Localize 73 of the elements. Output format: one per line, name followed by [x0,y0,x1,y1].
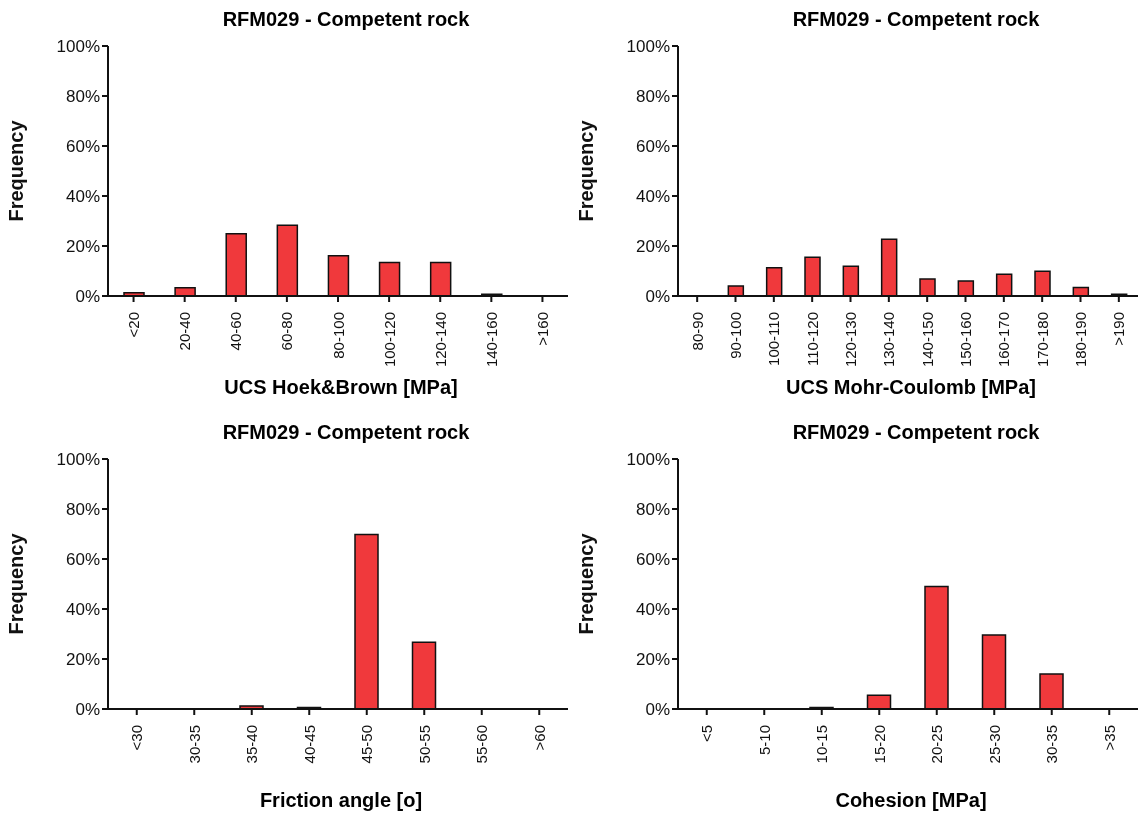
x-axis-title: UCS Hoek&Brown [MPa] [223,376,459,399]
x-tick-label: 170-180 [1033,312,1051,368]
x-tick-label: 110-120 [803,312,821,366]
x-tick-label: 30-35 [185,725,203,764]
x-tick-label: 60-80 [278,312,296,351]
y-tick-label: 20% [65,237,100,257]
x-tick-label: 35-40 [243,725,261,764]
y-tick-label: 60% [635,137,670,157]
x-tick-label: 15-20 [870,725,888,764]
x-tick-label: 180-190 [1072,312,1089,368]
y-tick-label: 0% [75,700,100,720]
y-tick-label: 80% [65,87,100,107]
y-tick-label: 40% [635,600,670,620]
x-tick-label: >160 [533,312,551,346]
x-tick-label: 140-150 [918,312,936,368]
y-tick-label: 0% [645,287,670,307]
y-axis-title: Frequency [575,532,598,635]
x-tick-label: >35 [1100,725,1118,751]
x-tick-label: 5-10 [755,725,773,756]
chart-title: RFM029 - Competent rock [221,421,471,445]
x-tick-label: <5 [698,725,716,743]
y-tick-label: 20% [65,650,100,670]
y-tick-label: 100% [56,450,100,470]
y-tick-label: 60% [65,550,100,570]
y-tick-label: 80% [635,500,670,520]
y-tick-label: 40% [65,600,100,620]
x-tick-label: 130-140 [880,312,898,368]
x-tick-label: 25-30 [985,725,1003,764]
x-tick-label: 50-55 [415,725,433,764]
y-axis-title: Frequency [5,532,28,635]
x-tick-label: 30-35 [1043,725,1061,764]
x-tick-label: 40-45 [300,725,318,764]
y-tick-label: 60% [635,550,670,570]
x-tick-label: 80-90 [688,312,706,351]
x-tick-label: 150-160 [957,312,974,368]
y-tick-label: 100% [626,450,670,470]
x-tick-label: <20 [125,312,143,338]
x-tick-label: 40-60 [227,312,245,351]
y-tick-label: 60% [65,137,100,157]
x-tick-label: 100-120 [380,312,398,368]
x-tick-label: 20-40 [176,312,194,351]
x-axis-title: UCS Mohr-Coulomb [MPa] [785,376,1037,399]
y-tick-label: 100% [56,37,100,57]
x-tick-label: >60 [530,725,548,751]
x-tick-label: 55-60 [473,725,491,764]
y-axis-title: Frequency [575,119,598,222]
x-tick-label: >190 [1110,312,1128,346]
y-tick-label: 0% [645,700,670,720]
x-tick-label: 120-140 [431,312,449,368]
y-tick-label: 80% [635,87,670,107]
x-axis-title: Cohesion [MPa] [834,789,988,812]
y-tick-label: 0% [75,287,100,307]
y-tick-label: 20% [635,650,670,670]
chart-title: RFM029 - Competent rock [791,8,1041,32]
x-tick-label: 45-50 [358,725,376,764]
chart-title: RFM029 - Competent rock [221,8,471,32]
y-axis-title: Frequency [5,119,28,222]
x-tick-label: 20-25 [928,725,946,764]
x-tick-label: 10-15 [813,725,831,764]
x-tick-label: <30 [128,725,146,751]
chart-title: RFM029 - Competent rock [791,421,1041,445]
y-tick-label: 40% [635,187,670,207]
y-tick-label: 80% [65,500,100,520]
y-tick-label: 20% [635,237,670,257]
x-tick-label: 120-130 [842,312,859,368]
y-tick-label: 40% [65,187,100,207]
x-tick-label: 80-100 [329,312,347,359]
y-tick-label: 100% [626,37,670,57]
x-tick-label: 90-100 [727,312,744,359]
x-tick-label: 100-110 [765,312,783,366]
x-tick-label: 160-170 [995,312,1013,368]
x-axis-title: Friction angle [o] [258,789,424,812]
x-tick-label: 140-160 [482,312,500,368]
